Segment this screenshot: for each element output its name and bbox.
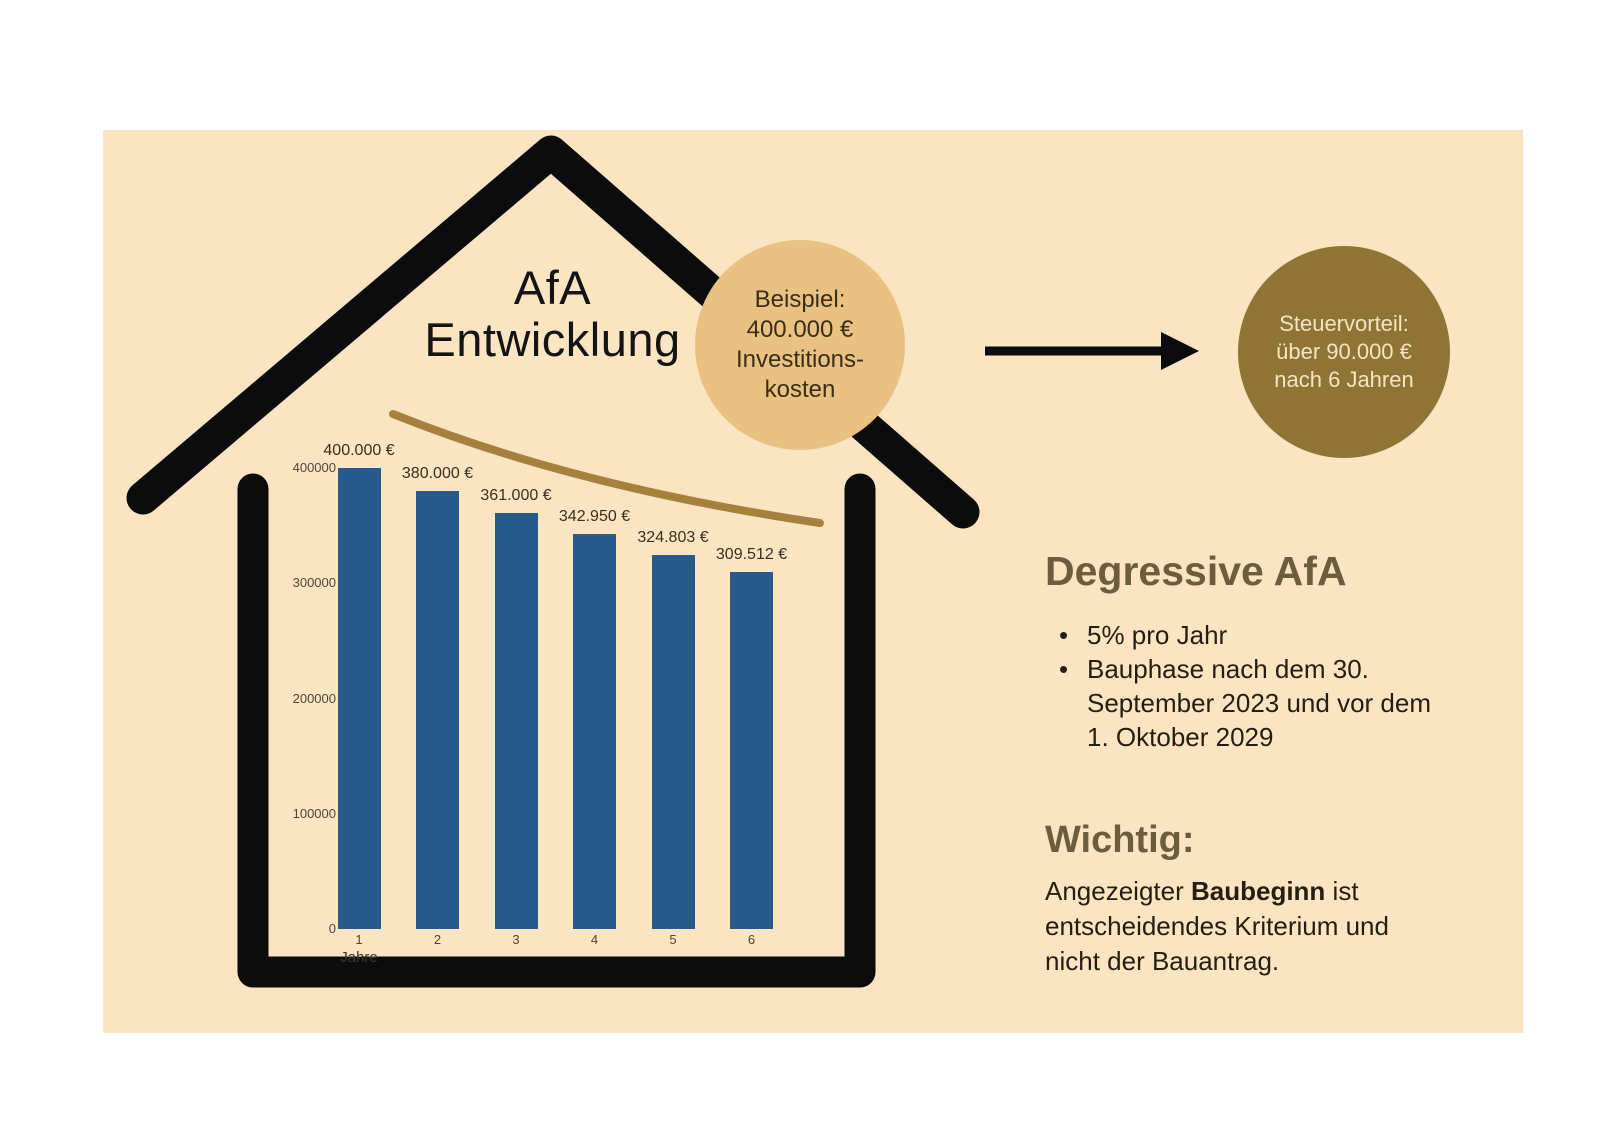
bullet-line: 1. Oktober 2029 xyxy=(1087,722,1274,752)
wichtig-section: Wichtig: Angezeigter Baubeginn ist entsc… xyxy=(1045,818,1465,979)
x-axis-tick-label: 2 xyxy=(433,932,442,947)
bar-year-1 xyxy=(337,468,381,929)
degressive-afa-section: Degressive AfA 5% pro Jahr Bauphase nach… xyxy=(1045,548,1465,754)
bar-value-label: 400.000 € xyxy=(323,442,395,459)
y-axis-tick-label: 400000 xyxy=(292,460,336,475)
example-badge-line: 400.000 € xyxy=(746,316,854,343)
bullet-item: Bauphase nach dem 30. September 2023 und… xyxy=(1045,652,1465,754)
y-axis-tick-label: 200000 xyxy=(292,690,336,706)
example-cost-badge: Beispiel: 400.000 € Investitions- kosten xyxy=(695,240,905,450)
degressive-bullet-list: 5% pro Jahr Bauphase nach dem 30. Septem… xyxy=(1045,618,1465,754)
bar-year-3 xyxy=(494,512,538,929)
wichtig-line: Angezeigter Baubeginn ist xyxy=(1045,876,1359,906)
x-axis-title: Jahre xyxy=(340,949,378,966)
y-axis-tick-label: 100000 xyxy=(292,805,336,821)
page-title: AfA Entwicklung xyxy=(400,262,705,366)
bar-year-6 xyxy=(730,572,773,929)
y-axis-tick-label: 0 xyxy=(328,921,336,936)
x-axis-tick-label: 5 xyxy=(669,932,677,947)
benefit-badge-line: Steuervorteil: xyxy=(1279,311,1409,336)
benefit-badge-line: nach 6 Jahren xyxy=(1274,367,1414,392)
bar-year-4 xyxy=(573,533,616,929)
benefit-badge-line: über 90.000 € xyxy=(1276,339,1412,364)
bar-value-label: 361.000 € xyxy=(480,486,552,504)
bullet-line: 5% pro Jahr xyxy=(1087,620,1228,650)
bar-year-5 xyxy=(651,554,695,929)
bar-value-label: 342.950 € xyxy=(558,507,631,525)
x-axis-tick-label: 4 xyxy=(590,932,599,947)
wichtig-paragraph: Angezeigter Baubeginn ist entscheidendes… xyxy=(1045,874,1465,979)
bullet-line: September 2023 und vor dem xyxy=(1087,688,1431,718)
y-axis-tick-label: 300000 xyxy=(292,575,336,591)
x-axis-tick-label: 1 xyxy=(355,932,363,947)
page-title-line1: AfA xyxy=(513,261,592,314)
example-badge-line: Beispiel: xyxy=(754,286,846,313)
wichtig-heading: Wichtig: xyxy=(1045,819,1195,861)
bar-value-label: 380.000 € xyxy=(401,465,474,483)
tax-benefit-badge: Steuervorteil: über 90.000 € nach 6 Jahr… xyxy=(1238,246,1450,458)
bullet-line: Bauphase nach dem 30. xyxy=(1087,654,1369,684)
bar-value-label: 309.512 € xyxy=(715,546,788,564)
bar-value-label: 324.803 € xyxy=(637,528,709,546)
bar-year-2 xyxy=(416,491,459,929)
page-title-line2: Entwicklung xyxy=(424,313,681,366)
degressive-afa-heading: Degressive AfA xyxy=(1045,548,1347,594)
x-axis-tick-label: 6 xyxy=(747,932,756,947)
bullet-item: 5% pro Jahr xyxy=(1045,618,1465,652)
example-badge-line: Investitions- xyxy=(735,346,865,373)
x-axis-tick-label: 3 xyxy=(512,932,520,947)
wichtig-line: nicht der Bauantrag. xyxy=(1045,946,1280,976)
wichtig-line: entscheidendes Kriterium und xyxy=(1045,911,1389,941)
example-badge-line: kosten xyxy=(764,376,836,403)
